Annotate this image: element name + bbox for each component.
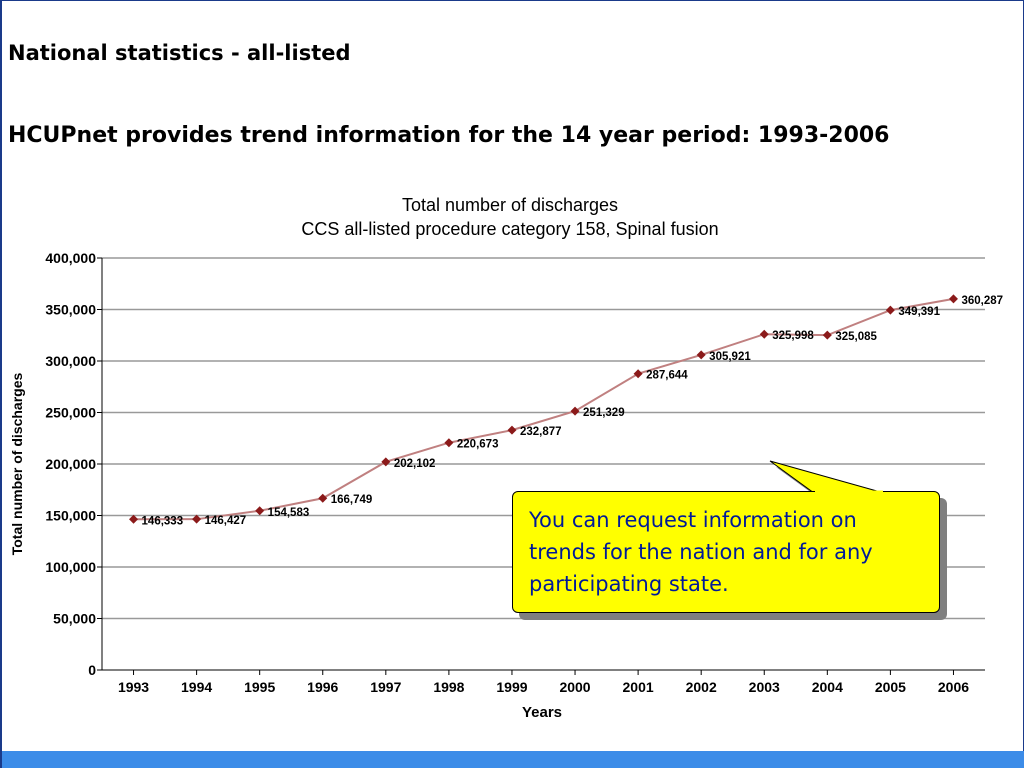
y-tick-label: 100,000 xyxy=(45,559,96,575)
data-label: 166,749 xyxy=(331,494,373,506)
data-point xyxy=(129,514,139,524)
y-tick-label: 400,000 xyxy=(45,250,96,266)
data-point xyxy=(885,305,895,315)
slide-subtitle: HCUPnet provides trend information for t… xyxy=(8,123,890,148)
data-point xyxy=(255,506,265,516)
data-point xyxy=(822,330,832,340)
series xyxy=(129,294,958,524)
y-tick-labels: 0 50,000 100,000 150,000 200,000 250,000 300,0… xyxy=(45,250,96,678)
y-tick-label: 250,000 xyxy=(45,405,96,421)
y-axis-label: Total number of discharges xyxy=(9,373,25,556)
y-tick-label: 350,000 xyxy=(45,302,96,318)
data-label: 220,673 xyxy=(457,439,499,451)
x-tick-label: 2006 xyxy=(938,679,969,695)
data-point xyxy=(444,438,454,448)
data-label: 232,877 xyxy=(520,426,562,438)
y-tick-label: 50,000 xyxy=(53,611,96,627)
data-label: 325,085 xyxy=(835,331,877,343)
bottom-bar xyxy=(2,751,1024,768)
data-label: 349,391 xyxy=(898,306,940,318)
data-point xyxy=(192,514,202,524)
data-label: 287,644 xyxy=(646,370,688,382)
data-label: 202,102 xyxy=(394,458,436,470)
x-tick-label: 1997 xyxy=(370,679,401,695)
data-point xyxy=(696,350,706,360)
x-tick-labels: 1993 1994 1995 1996 1997 1998 1999 2000 2001 2002… xyxy=(118,679,969,695)
chart-subtitle: CCS all-listed procedure category 158, S… xyxy=(301,219,718,239)
data-label: 251,329 xyxy=(583,407,625,419)
x-tick-label: 2001 xyxy=(623,679,654,695)
data-point xyxy=(759,329,769,339)
data-label: 154,583 xyxy=(268,507,310,519)
x-tick-label: 2002 xyxy=(686,679,717,695)
x-tick-label: 1998 xyxy=(433,679,464,695)
data-label: 146,427 xyxy=(205,515,247,527)
data-point xyxy=(570,406,580,416)
data-point xyxy=(318,493,328,503)
data-label: 305,921 xyxy=(709,351,751,363)
discharges-line-chart: Total number of discharges CCS all-liste… xyxy=(9,195,1004,721)
y-tick-label: 200,000 xyxy=(45,456,96,472)
data-labels: 146,333 146,427 154,583 166,749 202,102 220,6… xyxy=(142,295,1004,527)
data-label: 325,998 xyxy=(772,330,814,342)
y-tick-label: 300,000 xyxy=(45,353,96,369)
info-callout: You can request information on trends fo… xyxy=(512,491,940,613)
data-label: 146,333 xyxy=(142,515,184,527)
data-label: 360,287 xyxy=(961,295,1003,307)
slide-title: National statistics - all-listed xyxy=(8,41,351,65)
x-tick-label: 1995 xyxy=(244,679,275,695)
data-point xyxy=(633,369,643,379)
x-tick-label: 2004 xyxy=(812,679,843,695)
x-tick-label: 2005 xyxy=(875,679,906,695)
x-tick-label: 2000 xyxy=(559,679,590,695)
x-axis-label: Years xyxy=(522,704,562,721)
series-line xyxy=(133,297,954,521)
y-tick-label: 0 xyxy=(88,662,96,678)
x-tick-label: 1993 xyxy=(118,679,149,695)
callout-text: You can request information on trends fo… xyxy=(529,508,873,596)
data-point xyxy=(948,294,958,304)
x-tick-label: 1999 xyxy=(496,679,527,695)
data-point xyxy=(381,457,391,467)
axes xyxy=(97,257,985,675)
data-point xyxy=(507,425,517,435)
x-tick-label: 2003 xyxy=(749,679,780,695)
y-tick-label: 150,000 xyxy=(45,508,96,524)
chart-title: Total number of discharges xyxy=(402,195,618,215)
x-tick-label: 1994 xyxy=(181,679,212,695)
x-tick-label: 1996 xyxy=(307,679,338,695)
